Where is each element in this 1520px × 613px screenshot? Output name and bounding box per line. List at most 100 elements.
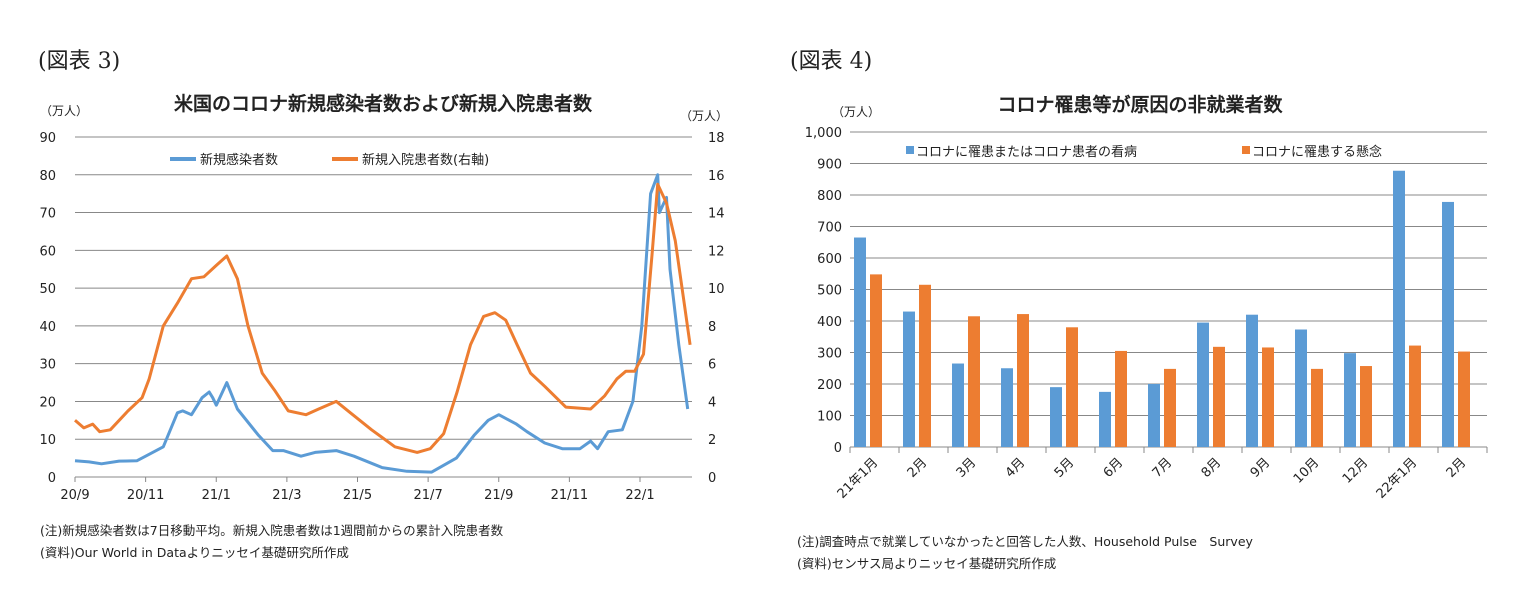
figure-3-label: (図表 3) <box>38 49 120 74</box>
y-right-tick-label: 2 <box>708 433 716 448</box>
legend-swatch-infected <box>906 146 914 154</box>
y-left-tick-label: 80 <box>39 169 56 184</box>
y-left-tick-label: 70 <box>39 207 56 222</box>
x-tick-label: 5月 <box>1052 455 1078 481</box>
y-right-tick-label: 4 <box>708 395 716 410</box>
bar-concern <box>1017 314 1029 447</box>
y-tick-label: 900 <box>817 158 842 173</box>
bar-infected <box>1099 391 1111 447</box>
y-right-tick-label: 14 <box>708 207 725 222</box>
bar-concern <box>1115 350 1127 447</box>
x-tick-label: 22年1月 <box>1374 455 1421 502</box>
bar-infected <box>1393 170 1405 447</box>
y-left-tick-label: 0 <box>48 471 56 486</box>
bar-concern <box>1262 347 1274 447</box>
x-tick-label: 9月 <box>1248 455 1274 481</box>
bar-concern <box>870 274 882 447</box>
bar-infected <box>1442 201 1454 447</box>
y-tick-label: 0 <box>834 441 842 456</box>
y-tick-label: 600 <box>817 252 842 267</box>
bar-concern <box>919 284 931 447</box>
x-tick-label: 20/9 <box>60 488 89 503</box>
x-tick-label: 3月 <box>954 455 980 481</box>
y-tick-label: 100 <box>817 410 842 425</box>
legend-swatch-concern <box>1242 146 1250 154</box>
x-tick-label: 21/7 <box>414 488 443 503</box>
chart1-note: (注)新規感染者数は7日移動平均。新規入院患者数は1週間前からの累計入院患者数 <box>40 523 504 538</box>
bar-concern <box>1458 351 1470 447</box>
bar-concern <box>1409 345 1421 447</box>
y-tick-label: 1,000 <box>805 126 842 141</box>
x-tick-label: 12月 <box>1340 455 1371 486</box>
x-tick-label: 21/1 <box>202 488 231 503</box>
bar-infected <box>1295 329 1307 447</box>
x-tick-label: 22/1 <box>625 488 654 503</box>
x-tick-label: 4月 <box>1003 455 1029 481</box>
chart1-right-unit: （万人） <box>680 109 728 123</box>
legend-label-infected: コロナに罹患またはコロナ患者の看病 <box>916 144 1137 160</box>
y-left-tick-label: 60 <box>39 244 56 259</box>
x-tick-label: 7月 <box>1150 455 1176 481</box>
y-right-tick-label: 12 <box>708 244 725 259</box>
series-line-cases <box>74 173 690 474</box>
chart2-unit: （万人） <box>832 105 880 119</box>
y-left-tick-label: 50 <box>39 282 56 297</box>
chart2-note: (注)調査時点で就業していなかったと回答した人数、Household Pulse… <box>797 534 1254 549</box>
x-tick-label: 2月 <box>1444 455 1470 481</box>
chart1-left-unit: （万人） <box>40 104 88 118</box>
bar-infected <box>1001 368 1013 447</box>
bar-concern <box>1164 368 1176 447</box>
y-left-tick-label: 20 <box>39 395 56 410</box>
y-tick-label: 700 <box>817 221 842 236</box>
y-left-tick-label: 90 <box>39 131 56 146</box>
legend-label-concern: コロナに罹患する懸念 <box>1252 144 1382 160</box>
x-tick-label: 10月 <box>1291 455 1322 486</box>
x-tick-label: 6月 <box>1101 455 1127 481</box>
chart1-title: 米国のコロナ新規感染者数および新規入院患者数 <box>174 92 593 115</box>
bar-concern <box>1360 366 1372 447</box>
x-tick-label: 20/11 <box>127 488 164 503</box>
bar-infected <box>952 363 964 447</box>
legend-label-hosp: 新規入院患者数(右軸) <box>362 152 489 168</box>
y-tick-label: 400 <box>817 315 842 330</box>
y-right-tick-label: 18 <box>708 131 725 146</box>
y-right-tick-label: 6 <box>708 358 716 373</box>
chart1-source: (資料)Our World in Dataよりニッセイ基礎研究所作成 <box>40 545 349 560</box>
bar-concern <box>1213 346 1225 447</box>
x-tick-label: 21/5 <box>343 488 372 503</box>
y-tick-label: 500 <box>817 284 842 299</box>
bar-concern <box>968 316 980 447</box>
y-left-tick-label: 40 <box>39 320 56 335</box>
bar-concern <box>1311 368 1323 447</box>
bar-infected <box>1246 314 1258 447</box>
x-tick-label: 2月 <box>905 455 931 481</box>
bar-infected <box>1050 387 1062 447</box>
figure-4-label: (図表 4) <box>790 49 872 74</box>
chart2-source: (資料)センサス局よりニッセイ基礎研究所作成 <box>797 556 1056 571</box>
y-tick-label: 300 <box>817 347 842 362</box>
bar-concern <box>1066 327 1078 447</box>
series-line-hospitalizations <box>74 182 692 454</box>
x-tick-label: 8月 <box>1199 455 1225 481</box>
chart2-legend: コロナに罹患またはコロナ患者の看病 コロナに罹患する懸念 <box>906 144 1382 160</box>
chart1-legend: 新規感染者数 新規入院患者数(右軸) <box>170 152 489 168</box>
x-tick-label: 21/11 <box>551 488 588 503</box>
y-tick-label: 800 <box>817 189 842 204</box>
bar-infected <box>1197 322 1209 447</box>
y-right-tick-label: 0 <box>708 471 716 486</box>
y-left-tick-label: 10 <box>39 433 56 448</box>
y-right-tick-label: 16 <box>708 169 725 184</box>
bar-infected <box>854 237 866 447</box>
x-tick-label: 21/3 <box>272 488 301 503</box>
legend-label-cases: 新規感染者数 <box>200 152 278 168</box>
y-left-tick-label: 30 <box>39 358 56 373</box>
bar-infected <box>903 311 915 447</box>
x-tick-label: 21/9 <box>484 488 513 503</box>
y-right-tick-label: 10 <box>708 282 725 297</box>
bar-infected <box>1148 384 1160 447</box>
x-tick-label: 21年1月 <box>835 455 882 502</box>
y-right-tick-label: 8 <box>708 320 716 335</box>
y-tick-label: 200 <box>817 378 842 393</box>
chart2-title: コロナ罹患等が原因の非就業者数 <box>997 93 1283 116</box>
